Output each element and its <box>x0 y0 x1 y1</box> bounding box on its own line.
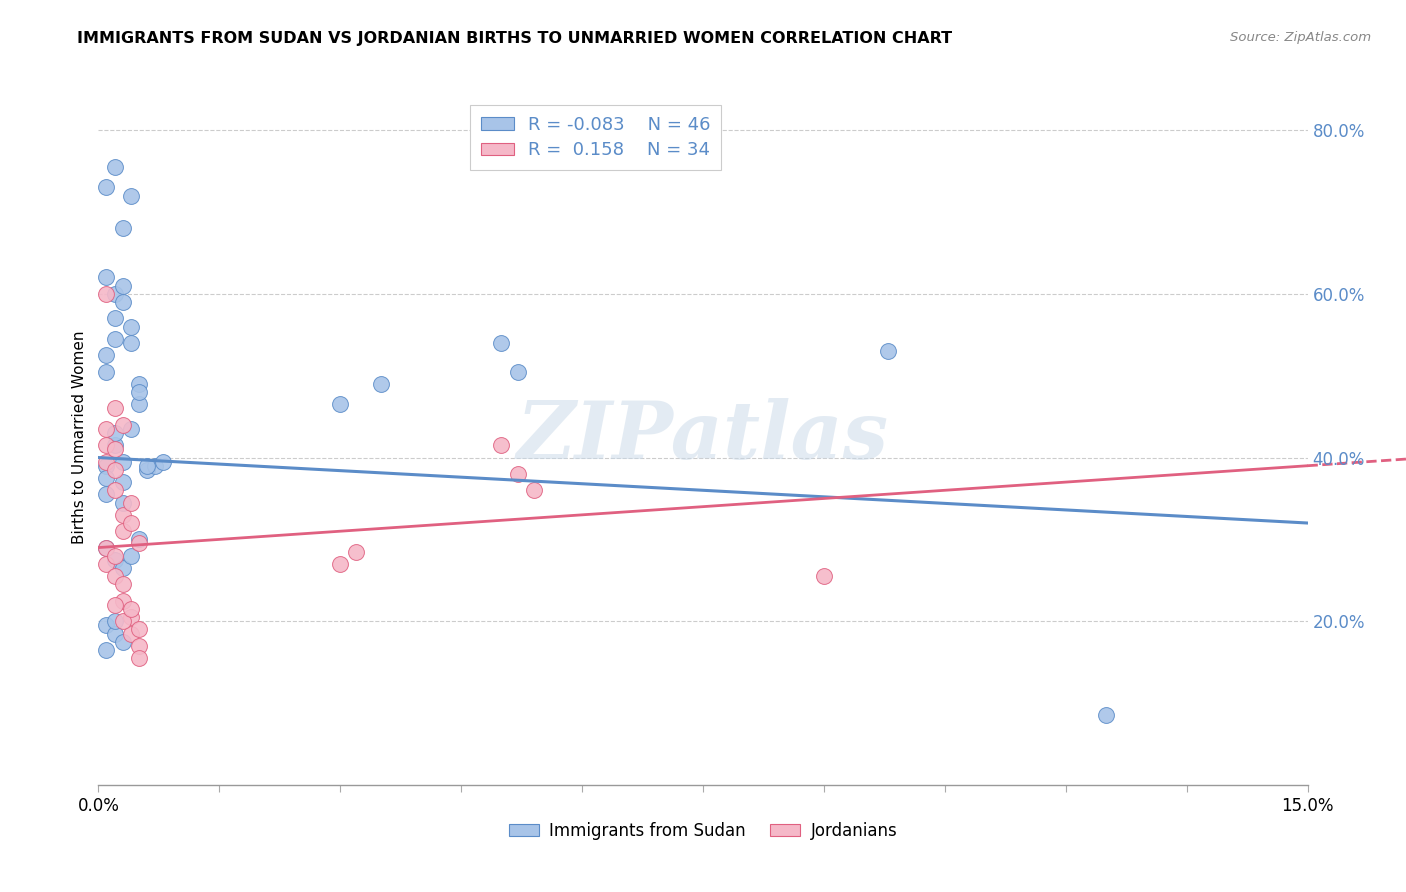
Point <box>96 438 118 452</box>
Point <box>96 286 118 301</box>
Point <box>128 533 150 547</box>
Point <box>120 188 142 202</box>
Legend: Immigrants from Sudan, Jordanians: Immigrants from Sudan, Jordanians <box>502 815 904 847</box>
Point <box>111 594 134 608</box>
Point <box>103 569 125 583</box>
Point <box>128 536 150 550</box>
Point <box>103 311 125 326</box>
Point <box>111 295 134 310</box>
Point <box>103 626 125 640</box>
Point <box>111 524 134 539</box>
Point <box>523 483 546 498</box>
Point <box>96 458 118 473</box>
Point <box>96 541 118 555</box>
Point <box>344 544 367 558</box>
Text: Source: ZipAtlas.com: Source: ZipAtlas.com <box>1230 31 1371 45</box>
Point <box>143 458 166 473</box>
Point <box>128 397 150 411</box>
Point <box>128 623 150 637</box>
Point <box>103 286 125 301</box>
Point <box>329 557 352 571</box>
Point <box>152 455 174 469</box>
Point <box>96 557 118 571</box>
Point <box>506 467 529 481</box>
Point <box>111 614 134 628</box>
Point <box>96 270 118 285</box>
Point <box>111 417 134 432</box>
Point <box>128 639 150 653</box>
Point <box>111 455 134 469</box>
Point <box>103 598 125 612</box>
Point <box>128 376 150 391</box>
Point <box>120 626 142 640</box>
Point <box>877 344 900 359</box>
Point <box>111 577 134 591</box>
Point <box>120 335 142 350</box>
Point <box>370 376 392 391</box>
Point <box>128 651 150 665</box>
Point <box>491 438 513 452</box>
Point <box>128 385 150 400</box>
Point <box>103 332 125 346</box>
Point <box>103 463 125 477</box>
Point <box>111 475 134 489</box>
Point <box>103 614 125 628</box>
Point <box>111 495 134 509</box>
Point <box>111 634 134 648</box>
Text: ZIPatlas: ZIPatlas <box>517 399 889 475</box>
Point <box>329 397 352 411</box>
Point <box>96 180 118 194</box>
Point <box>103 160 125 174</box>
Text: IMMIGRANTS FROM SUDAN VS JORDANIAN BIRTHS TO UNMARRIED WOMEN CORRELATION CHART: IMMIGRANTS FROM SUDAN VS JORDANIAN BIRTH… <box>77 31 952 46</box>
Point <box>120 422 142 436</box>
Point <box>103 553 125 567</box>
Point <box>120 602 142 616</box>
Point <box>111 508 134 522</box>
Point <box>1095 708 1118 723</box>
Point <box>506 365 529 379</box>
Point <box>813 569 835 583</box>
Point <box>96 455 118 469</box>
Point <box>96 422 118 436</box>
Point <box>120 319 142 334</box>
Y-axis label: Births to Unmarried Women: Births to Unmarried Women <box>72 330 87 544</box>
Point <box>135 463 157 477</box>
Point <box>103 483 125 498</box>
Point <box>96 365 118 379</box>
Point <box>135 458 157 473</box>
Point <box>120 610 142 624</box>
Point <box>111 278 134 293</box>
Point <box>120 516 142 530</box>
Point <box>103 549 125 563</box>
Point <box>96 487 118 501</box>
Point <box>120 495 142 509</box>
Point <box>96 541 118 555</box>
Point <box>120 549 142 563</box>
Point <box>96 471 118 485</box>
Point <box>96 618 118 632</box>
Point <box>103 425 125 440</box>
Point <box>103 442 125 457</box>
Point <box>96 643 118 657</box>
Point <box>111 561 134 575</box>
Point <box>96 348 118 362</box>
Point <box>491 335 513 350</box>
Point <box>111 221 134 235</box>
Point <box>103 401 125 416</box>
Point <box>103 438 125 452</box>
